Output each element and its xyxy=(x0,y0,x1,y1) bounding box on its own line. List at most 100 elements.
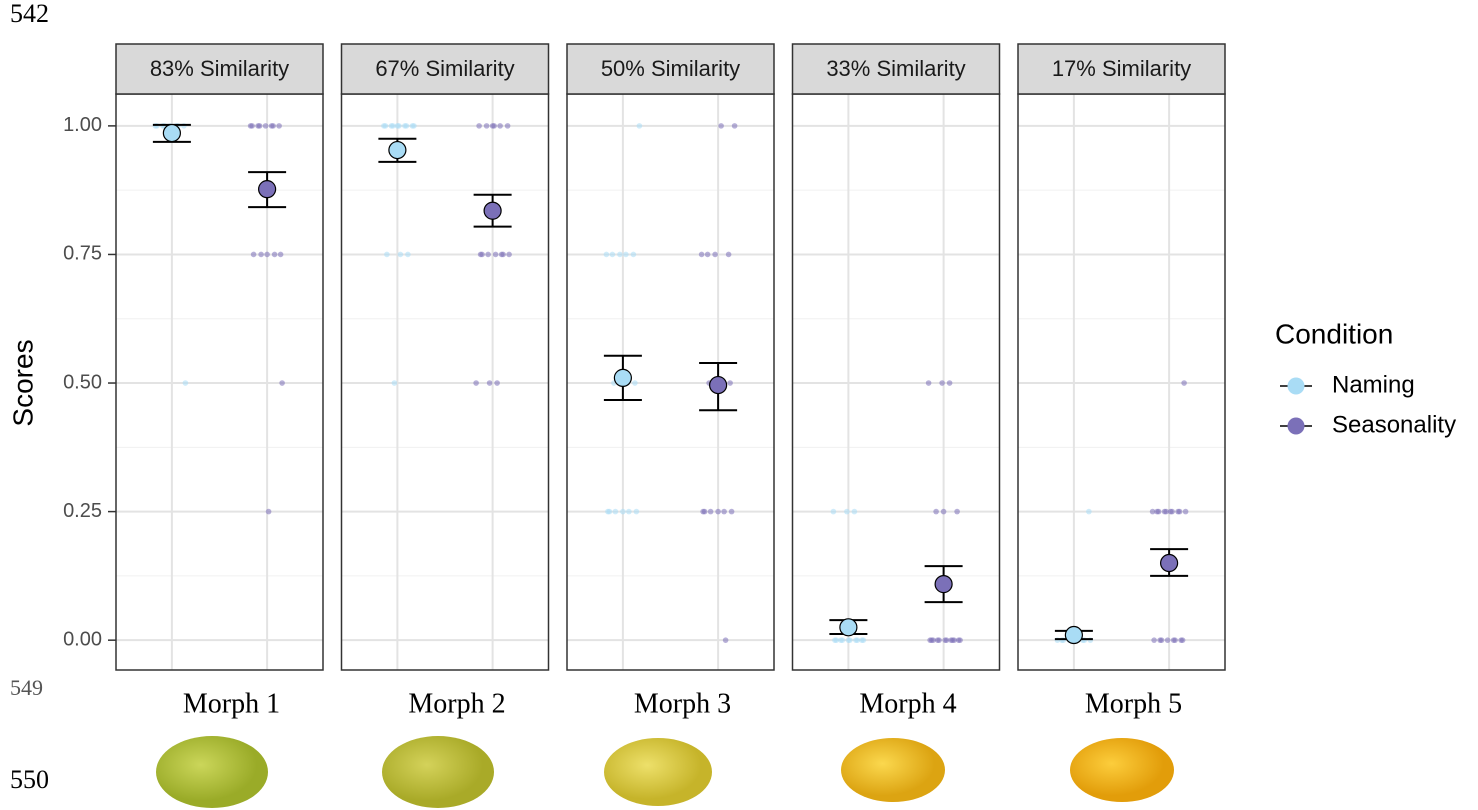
raw-point xyxy=(957,637,963,643)
y-axis-label: Scores xyxy=(7,339,38,426)
raw-point xyxy=(497,123,503,129)
raw-point xyxy=(258,252,264,258)
raw-point xyxy=(1156,509,1162,515)
raw-point xyxy=(473,380,479,386)
raw-point xyxy=(505,123,511,129)
raw-point xyxy=(411,123,417,129)
mean-point xyxy=(259,181,276,198)
mean-point xyxy=(614,369,631,386)
y-tick-label: 0.00 xyxy=(63,628,102,650)
raw-point xyxy=(270,123,276,129)
fruit-image xyxy=(1070,738,1174,802)
panel-background xyxy=(567,94,774,670)
raw-point xyxy=(861,637,867,643)
strip-label: 33% Similarity xyxy=(826,56,965,81)
caption: Morph 1 xyxy=(183,688,280,719)
raw-point xyxy=(699,252,705,258)
raw-point xyxy=(396,123,402,129)
raw-point xyxy=(476,123,482,129)
raw-point xyxy=(264,252,270,258)
strip-label: 83% Similarity xyxy=(150,56,289,81)
raw-point xyxy=(723,637,729,643)
raw-point xyxy=(926,380,932,386)
raw-point xyxy=(840,637,846,643)
line-number: 542 xyxy=(10,0,49,28)
mean-point xyxy=(840,619,857,636)
raw-point xyxy=(487,380,493,386)
facet-panel: 17% Similarity xyxy=(1018,44,1225,670)
legend-label: Seasonality xyxy=(1332,411,1456,438)
raw-point xyxy=(610,252,616,258)
raw-point xyxy=(279,380,285,386)
legend-swatch xyxy=(1288,378,1305,395)
raw-point xyxy=(831,509,837,515)
raw-point xyxy=(479,252,485,258)
raw-point xyxy=(844,509,850,515)
y-tick-label: 0.75 xyxy=(63,243,102,265)
raw-point xyxy=(1180,637,1186,643)
mean-point xyxy=(935,576,952,593)
facet-panel: 33% Similarity xyxy=(793,44,1000,670)
raw-point xyxy=(727,380,733,386)
raw-point xyxy=(491,123,497,129)
raw-point xyxy=(718,123,724,129)
legend-title: Condition xyxy=(1275,318,1393,349)
raw-point xyxy=(631,252,637,258)
raw-point xyxy=(251,252,257,258)
raw-point xyxy=(954,509,960,515)
raw-point xyxy=(834,637,840,643)
raw-point xyxy=(257,123,263,129)
mean-point xyxy=(710,377,727,394)
raw-point xyxy=(494,380,500,386)
raw-point xyxy=(632,380,638,386)
panel-background xyxy=(793,94,1000,670)
facet-panel: 50% Similarity xyxy=(567,44,774,670)
raw-point xyxy=(604,252,610,258)
y-tick-label: 0.25 xyxy=(63,500,102,522)
fruit-image xyxy=(156,736,268,808)
raw-point xyxy=(1165,637,1171,643)
raw-point xyxy=(1163,509,1169,515)
raw-point xyxy=(637,123,643,129)
strip-label: 67% Similarity xyxy=(375,56,514,81)
raw-point xyxy=(852,509,858,515)
raw-point xyxy=(939,380,945,386)
raw-point xyxy=(944,637,950,643)
caption: Morph 5 xyxy=(1085,688,1182,719)
facet-panel: 83% Similarity xyxy=(116,44,323,670)
mean-point xyxy=(163,125,180,142)
raw-point xyxy=(266,509,272,515)
raw-point xyxy=(1086,509,1092,515)
raw-point xyxy=(1181,380,1187,386)
fruit-image xyxy=(382,736,494,808)
raw-point xyxy=(404,123,410,129)
raw-point xyxy=(405,252,411,258)
raw-point xyxy=(729,509,735,515)
raw-point xyxy=(623,252,629,258)
raw-point xyxy=(715,509,721,515)
mean-point xyxy=(1065,627,1082,644)
raw-point xyxy=(500,252,506,258)
raw-point xyxy=(712,252,718,258)
raw-point xyxy=(634,509,640,515)
raw-point xyxy=(941,509,947,515)
raw-point xyxy=(183,380,189,386)
raw-point xyxy=(626,509,632,515)
raw-point xyxy=(1159,637,1165,643)
caption: Morph 2 xyxy=(408,688,505,719)
raw-point xyxy=(930,637,936,643)
panel-background xyxy=(116,94,323,670)
panel-background xyxy=(342,94,549,670)
raw-point xyxy=(708,509,714,515)
raw-point xyxy=(947,380,953,386)
strip-label: 17% Similarity xyxy=(1052,56,1191,81)
raw-point xyxy=(383,123,389,129)
mean-point xyxy=(389,142,406,159)
fruit-image xyxy=(604,738,712,806)
raw-point xyxy=(847,637,853,643)
raw-point xyxy=(384,252,390,258)
raw-point xyxy=(1151,637,1157,643)
raw-point xyxy=(607,509,613,515)
raw-point xyxy=(951,637,957,643)
raw-point xyxy=(726,252,732,258)
